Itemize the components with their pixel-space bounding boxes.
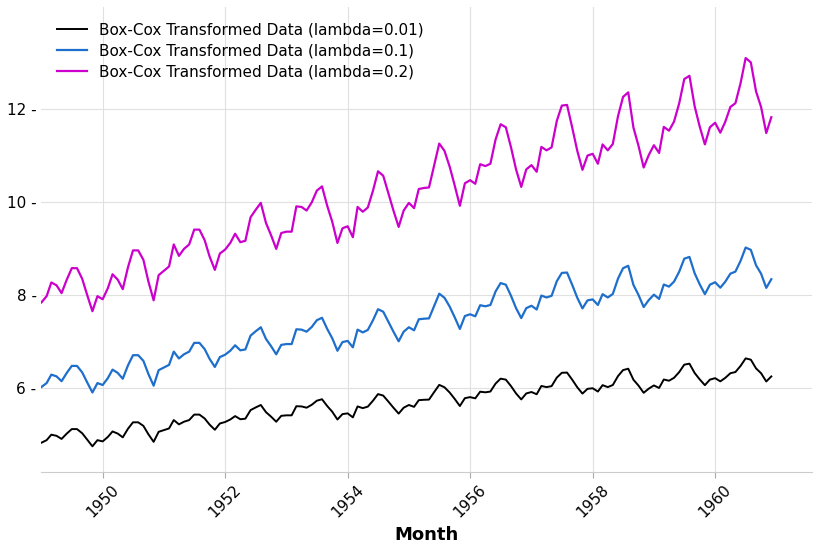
Line: Box-Cox Transformed Data (lambda=0.2): Box-Cox Transformed Data (lambda=0.2) [42,58,771,311]
Line: Box-Cox Transformed Data (lambda=0.01): Box-Cox Transformed Data (lambda=0.01) [42,358,771,446]
X-axis label: Month: Month [395,526,459,544]
Legend: Box-Cox Transformed Data (lambda=0.01), Box-Cox Transformed Data (lambda=0.1), B: Box-Cox Transformed Data (lambda=0.01), … [49,14,432,87]
Line: Box-Cox Transformed Data (lambda=0.1): Box-Cox Transformed Data (lambda=0.1) [42,247,771,392]
